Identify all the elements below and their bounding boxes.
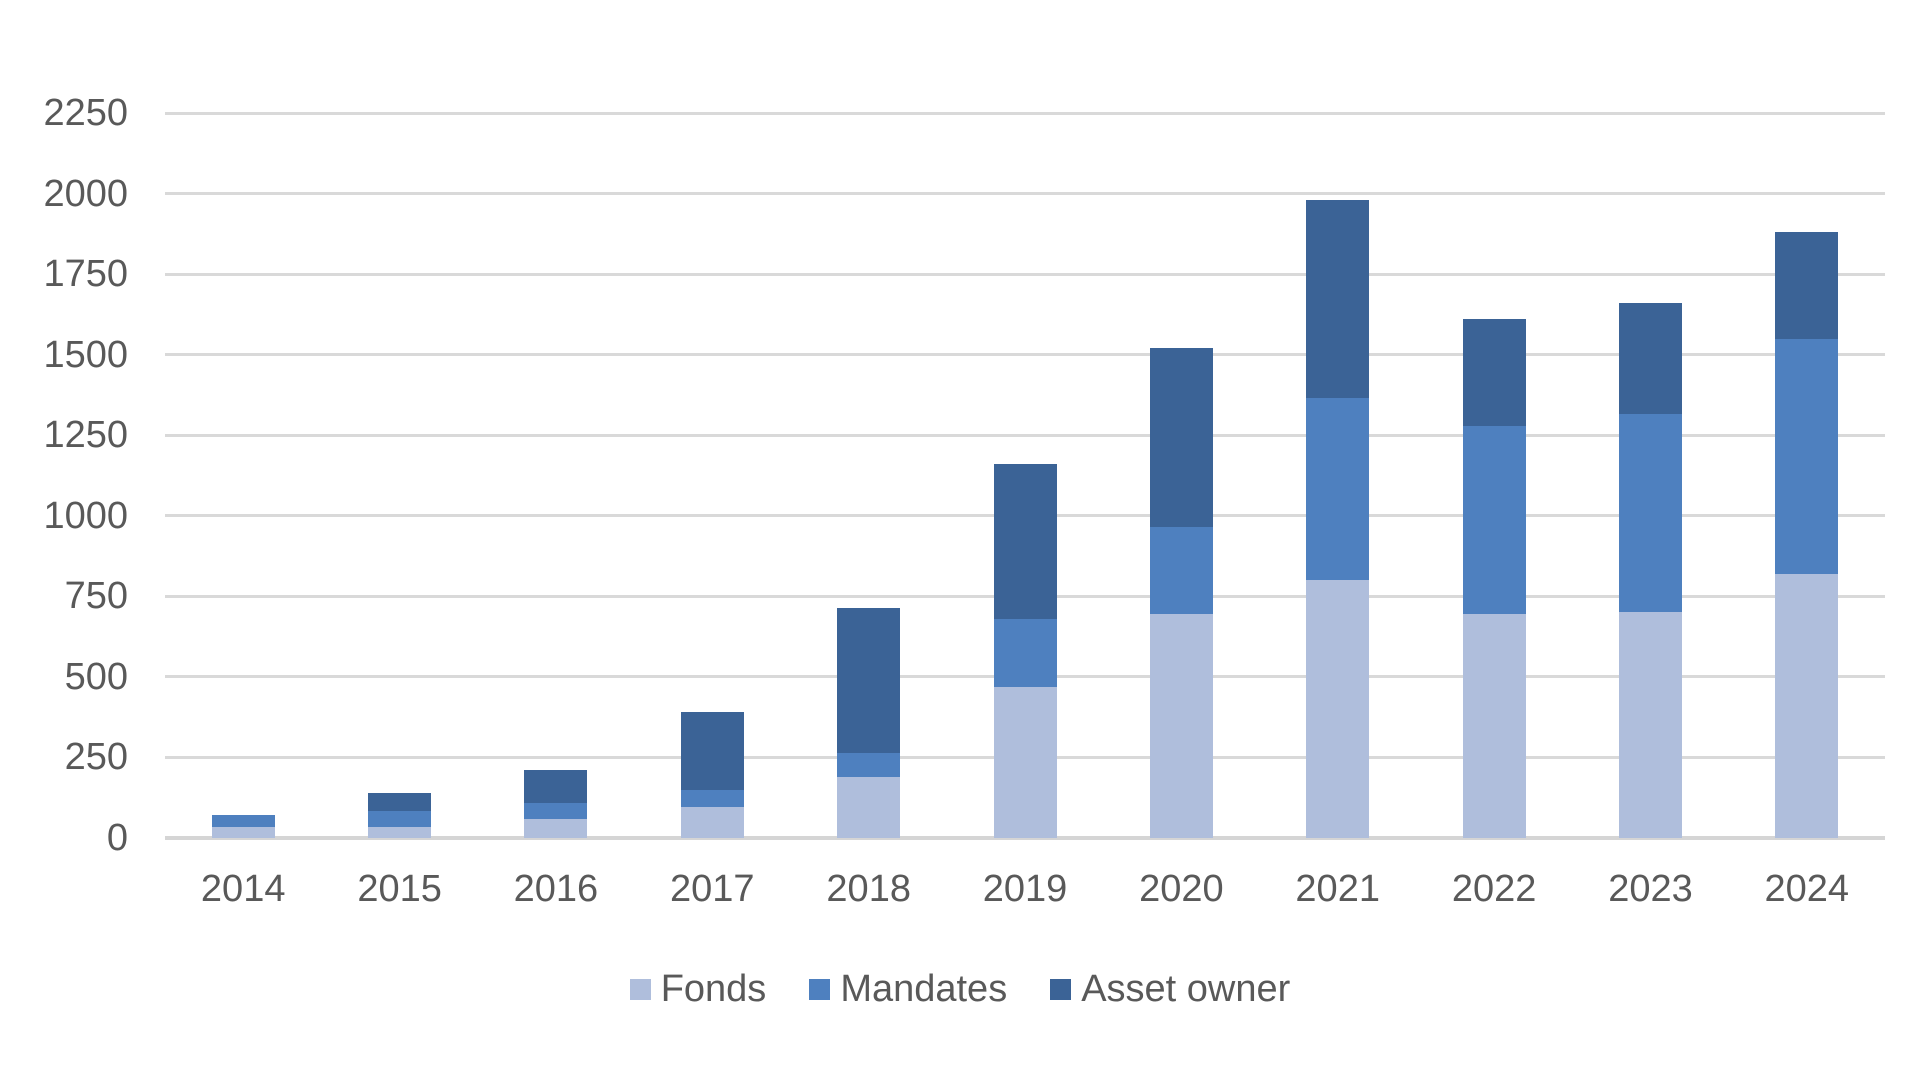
bar-2015-segment-mandates (368, 810, 431, 827)
bar-2016-segment-fonds (524, 818, 588, 838)
bar-2019-segment-mandates (993, 618, 1057, 687)
legend: Fonds Mandates Asset owner (0, 965, 1920, 1013)
gridline-1500 (165, 353, 1885, 357)
gridline-2000 (165, 192, 1885, 196)
legend-item-mandates: Mandates (809, 967, 1007, 1011)
bar-2024-segment-mandates (1775, 338, 1839, 574)
y-tick-label-1500: 1500 (43, 333, 128, 376)
legend-item-fonds: Fonds (629, 967, 767, 1011)
bar-2018-segment-mandates (837, 752, 901, 777)
bar-2021-segment-fonds (1306, 580, 1370, 838)
legend-label-fonds: Fonds (660, 968, 767, 1010)
bar-2023 (1619, 303, 1682, 838)
bar-2017 (680, 712, 744, 838)
bar-2016-segment-asset-owner (524, 770, 588, 803)
bar-2018 (837, 607, 901, 838)
x-tick-label-2021: 2021 (1295, 868, 1380, 910)
bar-2020-segment-fonds (1149, 614, 1213, 838)
bar-2022-segment-fonds (1462, 614, 1526, 838)
gridline-1250 (165, 433, 1885, 437)
x-tick-label-2016: 2016 (513, 868, 599, 910)
bar-2024 (1775, 232, 1839, 838)
bar-2021-segment-mandates (1306, 398, 1370, 581)
x-axis-line (165, 836, 1885, 840)
gridline-2250 (165, 111, 1885, 115)
y-tick-label-1750: 1750 (43, 253, 128, 296)
bar-2018-segment-fonds (837, 776, 901, 838)
bar-2017-segment-fonds (680, 807, 744, 838)
bar-2022-segment-asset-owner (1462, 319, 1526, 426)
bar-2023-segment-mandates (1619, 414, 1682, 613)
bar-2019-segment-asset-owner (993, 464, 1057, 619)
x-tick-label-2024: 2024 (1764, 868, 1850, 910)
x-tick-label-2015: 2015 (357, 868, 442, 910)
legend-label-mandates: Mandates (840, 968, 1008, 1010)
bar-2019 (993, 464, 1057, 838)
x-tick-label-2014: 2014 (200, 868, 286, 910)
gridline-1750 (165, 272, 1885, 276)
y-tick-label-1250: 1250 (43, 414, 128, 457)
bar-2023-segment-asset-owner (1619, 303, 1682, 415)
x-tick-label-2022: 2022 (1451, 868, 1537, 910)
bar-2017-segment-asset-owner (680, 712, 744, 790)
bar-2024-segment-fonds (1775, 573, 1839, 838)
y-tick-label-2000: 2000 (43, 172, 128, 215)
bar-2020-segment-asset-owner (1149, 348, 1213, 528)
bar-2024-segment-asset-owner (1775, 232, 1839, 339)
bar-2019-segment-fonds (993, 686, 1057, 838)
legend-swatch-fonds (629, 978, 651, 1000)
y-tick-label-250: 250 (64, 736, 128, 779)
legend-swatch-mandates (809, 978, 831, 1000)
bar-2022-segment-mandates (1462, 425, 1526, 615)
bar-2016-segment-mandates (524, 802, 588, 819)
y-tick-label-500: 500 (64, 655, 128, 698)
bar-2014-segment-mandates (211, 815, 275, 827)
legend-swatch-asset-owner (1050, 978, 1072, 1000)
bar-2023-segment-fonds (1619, 612, 1682, 838)
bar-2016 (524, 770, 588, 838)
y-tick-label-1000: 1000 (43, 494, 128, 537)
y-tick-label-0: 0 (106, 817, 128, 859)
bar-2021 (1306, 200, 1370, 838)
bar-2020 (1149, 348, 1213, 838)
bar-2017-segment-mandates (680, 789, 744, 808)
bar-2022 (1462, 319, 1526, 838)
bar-2015-segment-fonds (368, 826, 431, 838)
x-tick-label-2019: 2019 (982, 868, 1068, 910)
bar-2015 (368, 792, 431, 838)
y-tick-label-750: 750 (64, 575, 128, 618)
bar-2014 (211, 815, 275, 838)
x-tick-label-2020: 2020 (1139, 868, 1224, 910)
y-tick-label-2250: 2250 (43, 92, 128, 134)
legend-item-asset-owner: Asset owner (1050, 967, 1290, 1011)
x-tick-label-2018: 2018 (826, 868, 911, 910)
y-axis-labels: 0 250 500 750 1000 1250 1500 1750 2000 2250 (0, 94, 128, 857)
bar-2020-segment-mandates (1149, 527, 1213, 615)
bar-2015-segment-asset-owner (368, 792, 431, 811)
x-tick-label-2017: 2017 (670, 868, 755, 910)
bar-2014-segment-fonds (211, 826, 275, 838)
bar-2018-segment-asset-owner (837, 607, 901, 753)
plot-area (165, 111, 1885, 840)
x-tick-label-2023: 2023 (1608, 868, 1693, 910)
bar-2021-segment-asset-owner (1306, 200, 1370, 399)
legend-label-asset-owner: Asset owner (1081, 968, 1291, 1010)
x-axis-labels: 2014 2015 2016 2017 2018 2019 2020 2021 2022 2023… (165, 866, 1885, 912)
